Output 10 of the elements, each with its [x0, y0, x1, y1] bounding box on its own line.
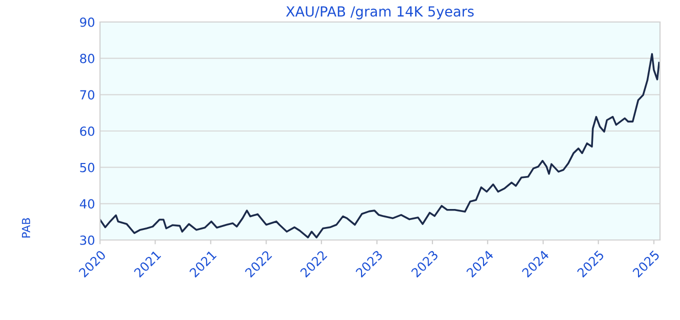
y-tick-label: 80 [80, 54, 94, 64]
chart-title: XAU/PAB /gram 14K 5years [286, 6, 474, 20]
y-tick-label: 60 [80, 126, 94, 136]
y-tick-label: 30 [80, 235, 94, 245]
y-tick-label: 40 [80, 199, 94, 209]
y-tick-label: 70 [80, 90, 94, 100]
y-axis-title: PAB [22, 218, 30, 238]
y-tick-label: 50 [80, 162, 94, 172]
line-series [100, 53, 660, 238]
y-tick-label: 90 [80, 17, 94, 27]
